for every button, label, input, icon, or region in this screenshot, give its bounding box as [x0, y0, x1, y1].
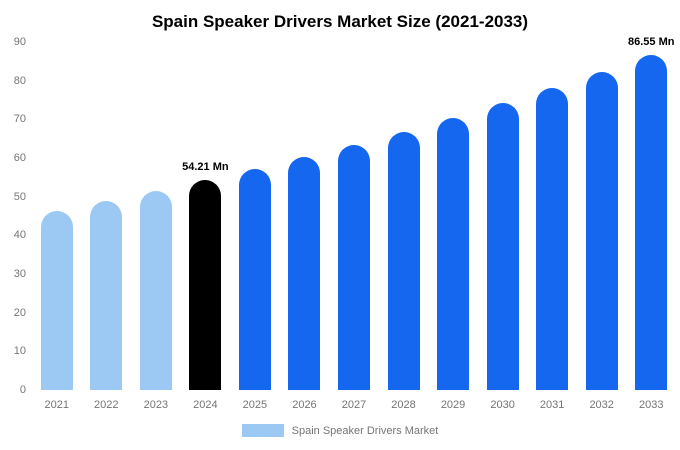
bar-2021 — [40, 210, 73, 390]
x-axis-label: 2022 — [94, 399, 119, 411]
x-axis-label: 2030 — [490, 399, 515, 411]
y-axis-tick: 50 — [13, 190, 26, 203]
x-axis-label: 2032 — [589, 399, 614, 411]
bar-2032 — [585, 72, 618, 390]
bar-2025 — [238, 169, 271, 390]
y-axis-tick: 0 — [19, 384, 26, 396]
bar-2031 — [536, 88, 569, 390]
bar-2033 — [635, 55, 668, 390]
bar-2022 — [90, 200, 123, 390]
bar-2027 — [338, 144, 370, 390]
y-axis-tick: 70 — [13, 113, 26, 126]
bar-2028 — [387, 131, 420, 390]
chart-title: Spain Speaker Drivers Market Size (2021-… — [151, 12, 529, 31]
bar-2024 — [189, 180, 222, 390]
x-axis-label: 2033 — [638, 399, 664, 411]
x-axis-label: 2025 — [242, 399, 268, 411]
y-axis-tick: 90 — [13, 36, 26, 48]
x-axis-label: 2028 — [391, 399, 416, 411]
y-axis-tick: 80 — [13, 74, 26, 87]
y-axis-tick: 40 — [13, 229, 26, 242]
legend-swatch — [241, 424, 284, 437]
y-axis-tick: 10 — [13, 345, 26, 358]
y-axis-tick: 30 — [13, 268, 26, 280]
x-axis-label: 2026 — [292, 399, 317, 411]
bar-value-label: 86.55 Mn — [627, 36, 675, 49]
x-axis-label: 2024 — [193, 399, 218, 411]
bar-value-label: 54.21 Mn — [182, 161, 229, 174]
bar-2026 — [288, 157, 321, 390]
legend-label: Spain Speaker Drivers Market — [291, 424, 439, 437]
x-axis-label: 2029 — [440, 399, 466, 411]
y-axis-tick: 20 — [13, 306, 26, 319]
y-axis-tick: 60 — [13, 152, 26, 164]
x-axis-label: 2023 — [143, 399, 169, 411]
x-axis-label: 2027 — [341, 399, 367, 411]
x-axis-label: 2031 — [539, 399, 565, 411]
x-axis-label: 2021 — [44, 399, 69, 411]
legend: Spain Speaker Drivers Market — [0, 424, 680, 437]
bar-2029 — [437, 118, 470, 390]
bar-2030 — [486, 103, 519, 390]
bar-2023 — [139, 190, 172, 390]
